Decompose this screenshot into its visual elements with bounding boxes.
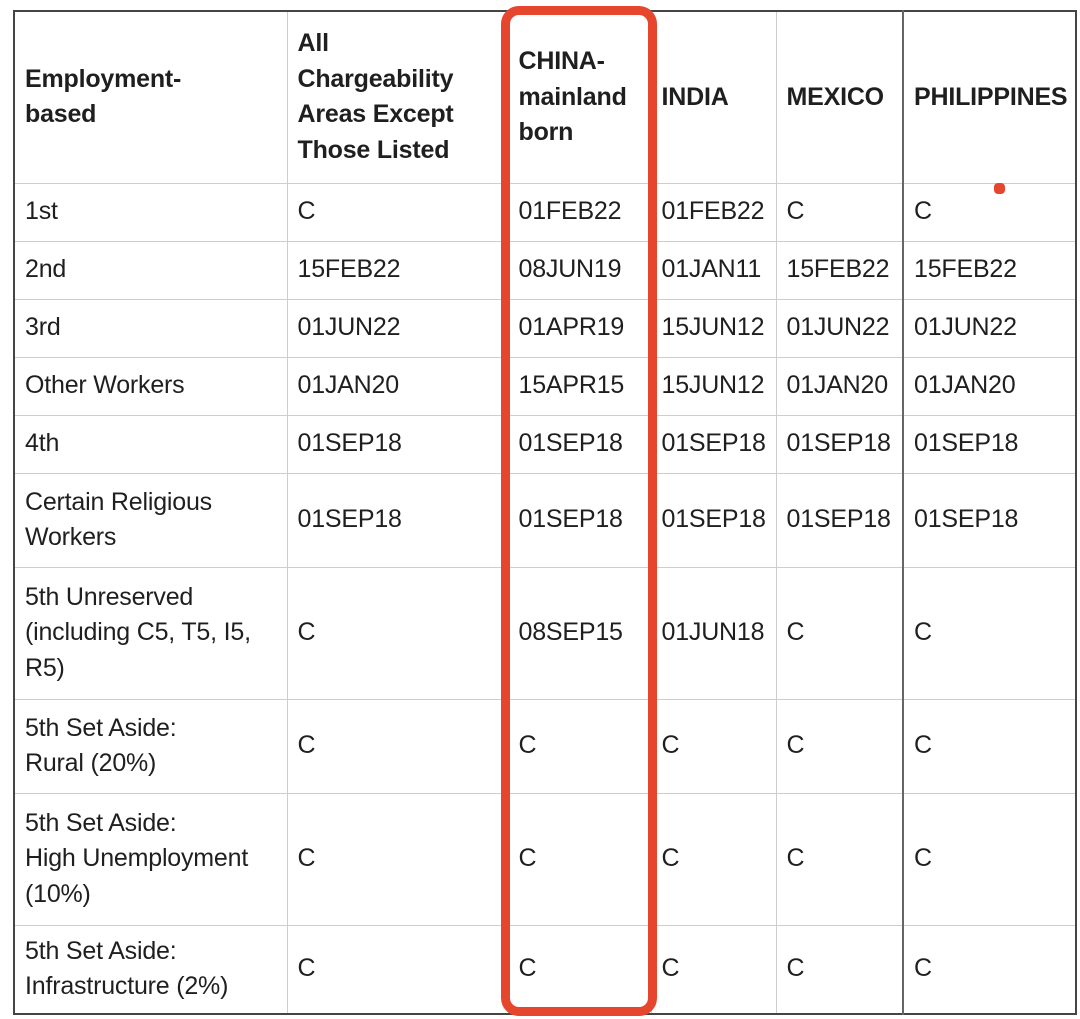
column-header-india: INDIA (650, 10, 777, 184)
column-header-philippines: PHILIPPINES (902, 10, 1077, 184)
cell: C (902, 698, 1077, 794)
cell: C (286, 698, 509, 794)
cell: C (775, 566, 904, 700)
cell: 01SEP18 (507, 472, 652, 568)
cell: 08SEP15 (507, 566, 652, 700)
cell: 15JUN12 (650, 356, 777, 416)
table-row-1st: 1st C 01FEB22 01FEB22 C C (13, 182, 1077, 242)
cell: 01JUN18 (650, 566, 777, 700)
cell: C (286, 182, 509, 242)
table-row-3rd: 3rd 01JUN22 01APR19 15JUN12 01JUN22 01JU… (13, 298, 1077, 358)
table-row-2nd: 2nd 15FEB22 08JUN19 01JAN11 15FEB22 15FE… (13, 240, 1077, 300)
cell: C (507, 792, 652, 926)
row-label: 5th Set Aside: Rural (20%) (13, 698, 288, 794)
cell: 15FEB22 (902, 240, 1077, 300)
cell: 01JAN20 (775, 356, 904, 416)
cell: C (902, 182, 1077, 242)
cell: C (775, 792, 904, 926)
cell: 01JUN22 (902, 298, 1077, 358)
cell: 01FEB22 (507, 182, 652, 242)
cell: 01SEP18 (902, 472, 1077, 568)
row-label: Certain Religious Workers (13, 472, 288, 568)
cell: C (286, 792, 509, 926)
cell: C (650, 698, 777, 794)
row-label: 1st (13, 182, 288, 242)
table-row-other-workers: Other Workers 01JAN20 15APR15 15JUN12 01… (13, 356, 1077, 416)
cell: 01SEP18 (650, 414, 777, 474)
cell: 08JUN19 (507, 240, 652, 300)
cell: C (650, 792, 777, 926)
cell: C (902, 566, 1077, 700)
cell: 01SEP18 (775, 414, 904, 474)
cell: 01SEP18 (507, 414, 652, 474)
column-header-china-mainland-born: CHINA- mainland born (507, 10, 652, 184)
cell: C (507, 698, 652, 794)
cell: C (902, 792, 1077, 926)
cell: 01SEP18 (286, 414, 509, 474)
table-row-5th-set-aside-high-unemployment: 5th Set Aside: High Unemployment (10%) C… (13, 792, 1077, 926)
cell: 15FEB22 (775, 240, 904, 300)
row-label: 2nd (13, 240, 288, 300)
cell: C (775, 698, 904, 794)
cell: 01JAN20 (902, 356, 1077, 416)
cell: C (775, 924, 904, 1014)
header-row: Employment- based All Chargeability Area… (13, 10, 1077, 184)
row-label: 5th Set Aside: High Unemployment (10%) (13, 792, 288, 926)
cell: 01APR19 (507, 298, 652, 358)
row-label: 5th Unreserved (including C5, T5, I5, R5… (13, 566, 288, 700)
cell: C (650, 924, 777, 1014)
cell: 15JUN12 (650, 298, 777, 358)
cell: 01JUN22 (775, 298, 904, 358)
cell: 01JUN22 (286, 298, 509, 358)
cell: 01SEP18 (286, 472, 509, 568)
cell: 15APR15 (507, 356, 652, 416)
column-header-employment-based: Employment- based (13, 10, 288, 184)
cell: 01SEP18 (902, 414, 1077, 474)
cell: 01SEP18 (775, 472, 904, 568)
cell: 01JAN20 (286, 356, 509, 416)
cell: 01FEB22 (650, 182, 777, 242)
cell: C (775, 182, 904, 242)
table-row-4th: 4th 01SEP18 01SEP18 01SEP18 01SEP18 01SE… (13, 414, 1077, 474)
column-header-mexico: MEXICO (775, 10, 904, 184)
row-label: 4th (13, 414, 288, 474)
visa-bulletin-table: Employment- based All Chargeability Area… (13, 10, 1077, 1015)
column-header-all-chargeability: All Chargeability Areas Except Those Lis… (286, 10, 509, 184)
table-row-certain-religious-workers: Certain Religious Workers 01SEP18 01SEP1… (13, 472, 1077, 568)
row-label: Other Workers (13, 356, 288, 416)
cell: C (286, 566, 509, 700)
row-label: 3rd (13, 298, 288, 358)
cell: C (902, 924, 1077, 1014)
cell: 01JAN11 (650, 240, 777, 300)
cell: 15FEB22 (286, 240, 509, 300)
cell: C (286, 924, 509, 1014)
row-label: 5th Set Aside: Infrastructure (2%) (13, 924, 288, 1014)
table-row-5th-set-aside-rural: 5th Set Aside: Rural (20%) C C C C C (13, 698, 1077, 794)
cell: C (507, 924, 652, 1014)
table-row-5th-set-aside-infrastructure: 5th Set Aside: Infrastructure (2%) C C C… (13, 924, 1077, 1014)
table-row-5th-unreserved: 5th Unreserved (including C5, T5, I5, R5… (13, 566, 1077, 700)
cell: 01SEP18 (650, 472, 777, 568)
